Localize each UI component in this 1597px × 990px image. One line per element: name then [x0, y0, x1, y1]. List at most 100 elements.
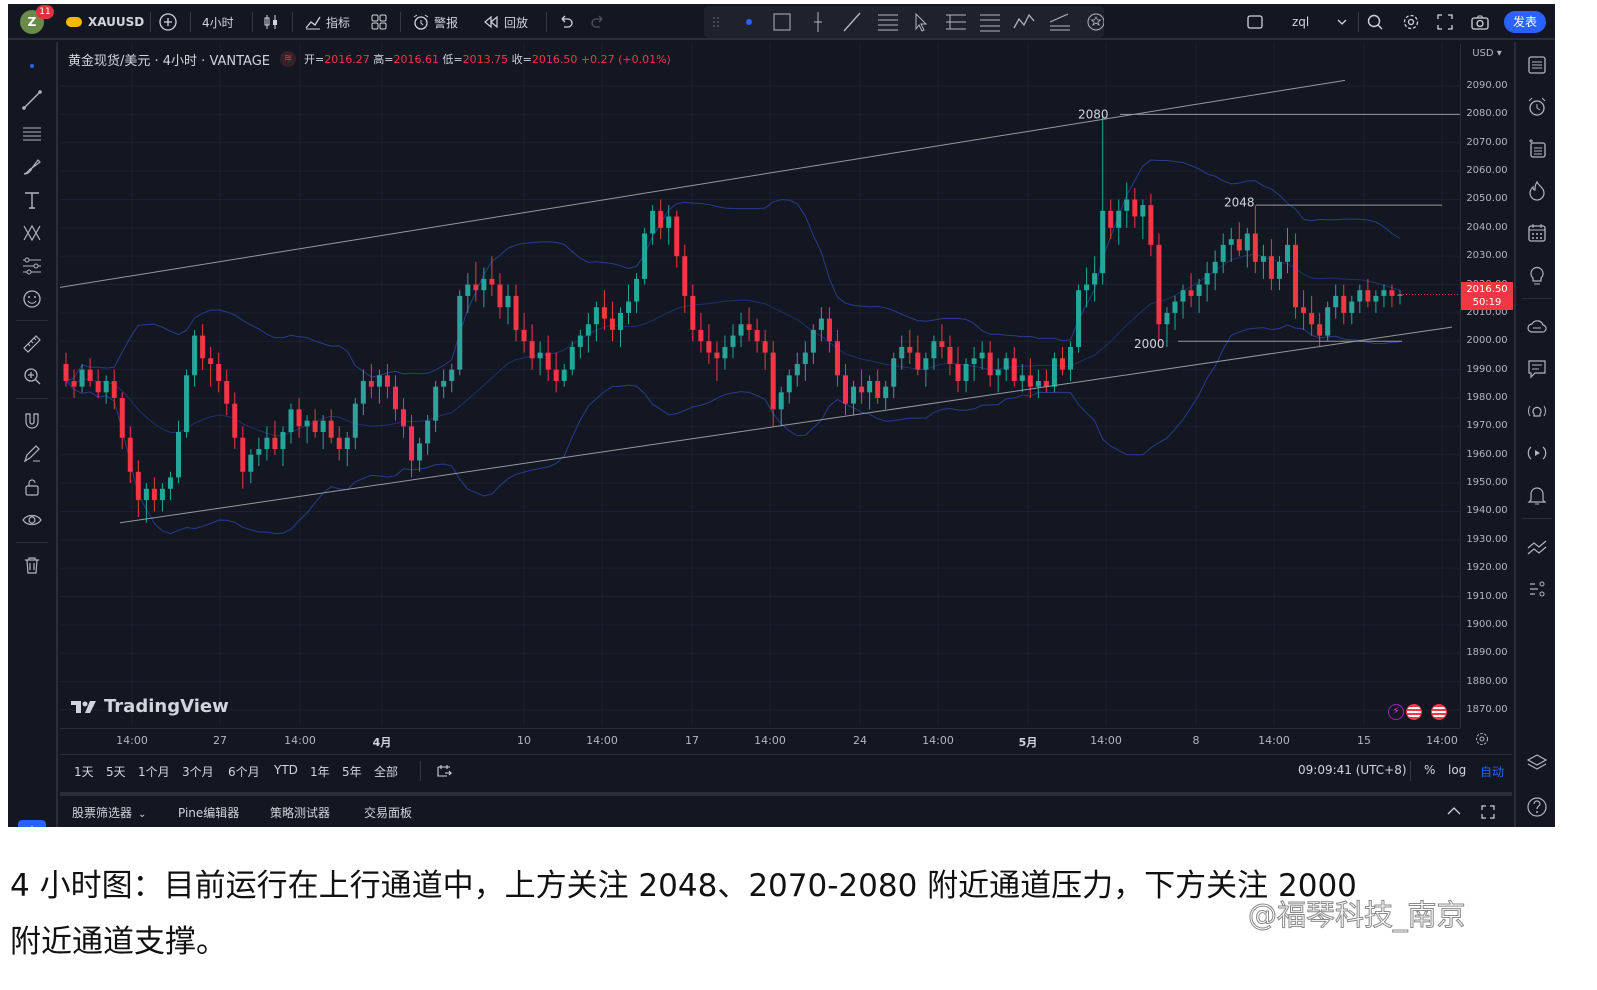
candle-body[interactable] — [288, 409, 294, 433]
candle-body[interactable] — [184, 375, 190, 433]
candle-body[interactable] — [87, 369, 93, 381]
candle-body[interactable] — [851, 386, 857, 404]
candle-body[interactable] — [200, 335, 206, 359]
candle-body[interactable] — [545, 352, 551, 370]
candle-body[interactable] — [569, 346, 575, 370]
candle-body[interactable] — [1148, 205, 1154, 245]
candle-body[interactable] — [159, 488, 165, 501]
candle-body[interactable] — [312, 420, 318, 433]
candle-body[interactable] — [778, 392, 784, 410]
currency-selector[interactable]: USD ▾ — [1472, 48, 1502, 59]
candle-body[interactable] — [1317, 324, 1323, 336]
candle-body[interactable] — [1076, 290, 1082, 347]
candle-body[interactable] — [1252, 233, 1258, 262]
candle-body[interactable] — [328, 420, 334, 438]
range-button[interactable]: 6个月 — [228, 765, 260, 779]
us-flag-icon-2[interactable] — [1431, 704, 1447, 720]
candle-body[interactable] — [1188, 290, 1194, 296]
price-axis[interactable]: USD ▾ 2090.00 2080.00 2070.00 2060.00 2050.0… — [1460, 44, 1514, 728]
tab-trading-panel[interactable]: 交易面板 — [364, 806, 413, 820]
candle-body[interactable] — [1365, 290, 1371, 302]
candle-body[interactable] — [63, 363, 69, 381]
candle-body[interactable] — [392, 386, 398, 410]
tab-pine-editor[interactable]: Pine编辑器 — [178, 806, 240, 820]
cursor-dot-icon[interactable] — [20, 54, 44, 78]
candle-body[interactable] — [1244, 233, 1250, 251]
candle-body[interactable] — [553, 369, 559, 381]
candle-body[interactable] — [826, 318, 832, 342]
candle-body[interactable] — [1172, 301, 1178, 313]
candle-body[interactable] — [947, 346, 953, 364]
percent-toggle[interactable]: % — [1424, 763, 1436, 777]
candle-body[interactable] — [762, 341, 768, 353]
candle-body[interactable] — [714, 352, 720, 359]
candle-body[interactable] — [240, 437, 246, 472]
candle-body[interactable] — [1027, 375, 1033, 387]
candle-body[interactable] — [1059, 358, 1065, 370]
candle-body[interactable] — [738, 324, 744, 336]
indicators-button[interactable]: 指标 — [304, 4, 350, 40]
candle-body[interactable] — [601, 307, 607, 319]
candle-body[interactable] — [473, 284, 479, 291]
collapse-panel-button[interactable] — [1446, 804, 1462, 821]
auto-toggle[interactable]: 自动 — [1480, 765, 1505, 779]
candle-body[interactable] — [95, 380, 101, 393]
candle-body[interactable] — [1068, 346, 1074, 370]
pattern-icon[interactable] — [20, 221, 44, 245]
candle-body[interactable] — [1389, 290, 1395, 296]
candle-body[interactable] — [1084, 284, 1090, 291]
range-button[interactable]: 1个月 — [138, 765, 170, 779]
candle-body[interactable] — [505, 295, 511, 308]
candle-body[interactable] — [1108, 210, 1114, 228]
candle-body[interactable] — [963, 363, 969, 381]
candle-body[interactable] — [336, 437, 342, 450]
candle-body[interactable] — [1100, 210, 1106, 274]
candle-body[interactable] — [151, 488, 157, 501]
candle-body[interactable] — [1301, 307, 1307, 313]
candle-body[interactable] — [465, 284, 471, 296]
candle-body[interactable] — [786, 375, 792, 393]
candle-body[interactable] — [834, 341, 840, 376]
candle-body[interactable] — [248, 454, 254, 472]
candle-body[interactable] — [770, 352, 776, 410]
legend-title[interactable]: 黄金现货/美元 · 4小时 · VANTAGE — [68, 53, 271, 69]
range-button[interactable]: 全部 — [374, 765, 399, 779]
candle-body[interactable] — [1196, 284, 1202, 296]
candle-body[interactable] — [481, 278, 487, 291]
idea-icon[interactable] — [1524, 262, 1550, 288]
candle-body[interactable] — [939, 341, 945, 347]
layouts-button[interactable] — [370, 4, 388, 40]
candle-body[interactable] — [979, 352, 985, 359]
candle-body[interactable] — [296, 409, 302, 427]
candle-body[interactable] — [867, 380, 873, 393]
help-icon[interactable] — [1524, 794, 1550, 820]
candle-body[interactable] — [497, 284, 503, 308]
candle-body[interactable] — [1035, 380, 1041, 387]
candle-body[interactable] — [1276, 261, 1282, 279]
settings-button[interactable] — [1402, 4, 1420, 40]
ruler-icon[interactable] — [20, 332, 44, 356]
candle-body[interactable] — [1003, 358, 1009, 370]
candle-body[interactable] — [794, 363, 800, 376]
search-button[interactable] — [1366, 4, 1384, 40]
candle-body[interactable] — [425, 420, 431, 444]
candle-body[interactable] — [883, 386, 889, 398]
candle-body[interactable] — [593, 307, 599, 325]
candle-body[interactable] — [1124, 199, 1130, 211]
candle-body[interactable] — [264, 437, 270, 450]
candle-body[interactable] — [658, 210, 664, 228]
candle-body[interactable] — [561, 369, 567, 381]
candle-body[interactable] — [1212, 261, 1218, 274]
candle-body[interactable] — [682, 256, 688, 296]
replay-button[interactable]: 回放 — [482, 4, 528, 40]
clock-timezone[interactable]: 09:09:41 (UTC+8) — [1298, 763, 1407, 777]
candle-body[interactable] — [401, 409, 407, 427]
candle-body[interactable] — [899, 346, 905, 359]
chart-type-button[interactable] — [262, 4, 280, 40]
candle-body[interactable] — [360, 380, 366, 404]
candle-body[interactable] — [167, 477, 173, 489]
range-button[interactable]: 1天 — [74, 765, 94, 779]
candle-body[interactable] — [376, 375, 382, 387]
candle-body[interactable] — [103, 380, 109, 393]
candle-body[interactable] — [891, 358, 897, 387]
